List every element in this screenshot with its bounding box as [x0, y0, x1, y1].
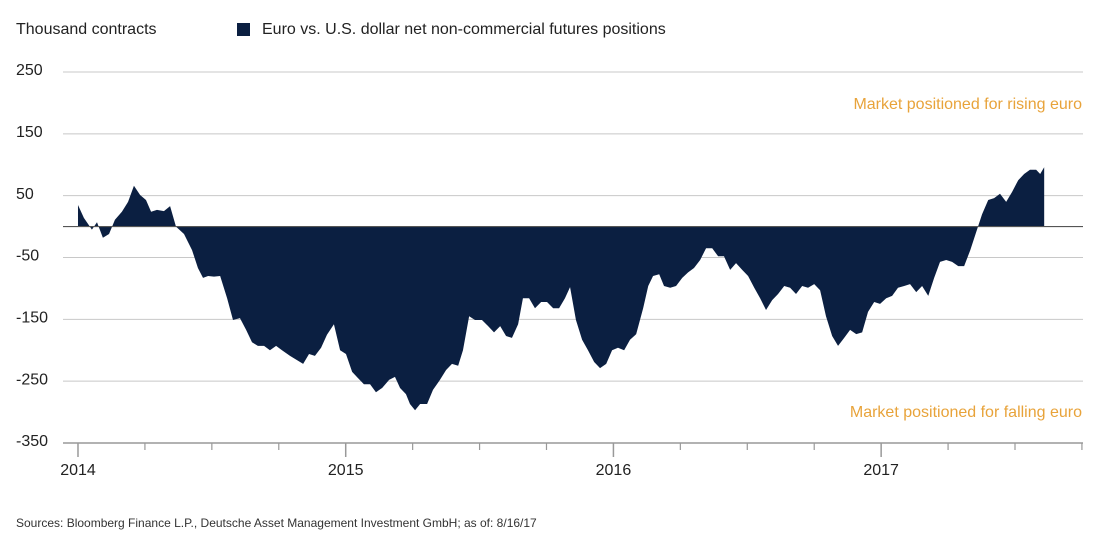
annotation: Market positioned for falling euro: [850, 404, 1082, 421]
annotation: Market positioned for rising euro: [853, 96, 1082, 113]
area: [77, 167, 1045, 411]
y-axis-label: Thousand contracts: [16, 21, 157, 38]
x-tick-label: 2014: [60, 462, 96, 479]
x-tick-label: 2017: [863, 462, 899, 479]
x-tick-label: 2016: [596, 462, 632, 479]
y-tick-label: 250: [16, 62, 43, 79]
legend-label: Euro vs. U.S. dollar net non-commercial …: [262, 21, 666, 38]
x-tick-label: 2015: [328, 462, 364, 479]
y-tick-label: 150: [16, 124, 43, 141]
y-tick-label: -350: [16, 433, 48, 450]
y-tick-label: -50: [16, 248, 39, 265]
legend-swatch: [237, 23, 250, 36]
y-tick-label: -150: [16, 310, 48, 327]
y-tick-label: 50: [16, 186, 34, 203]
source-note: Sources: Bloomberg Finance L.P., Deutsch…: [16, 516, 537, 530]
y-tick-label: -250: [16, 371, 48, 388]
